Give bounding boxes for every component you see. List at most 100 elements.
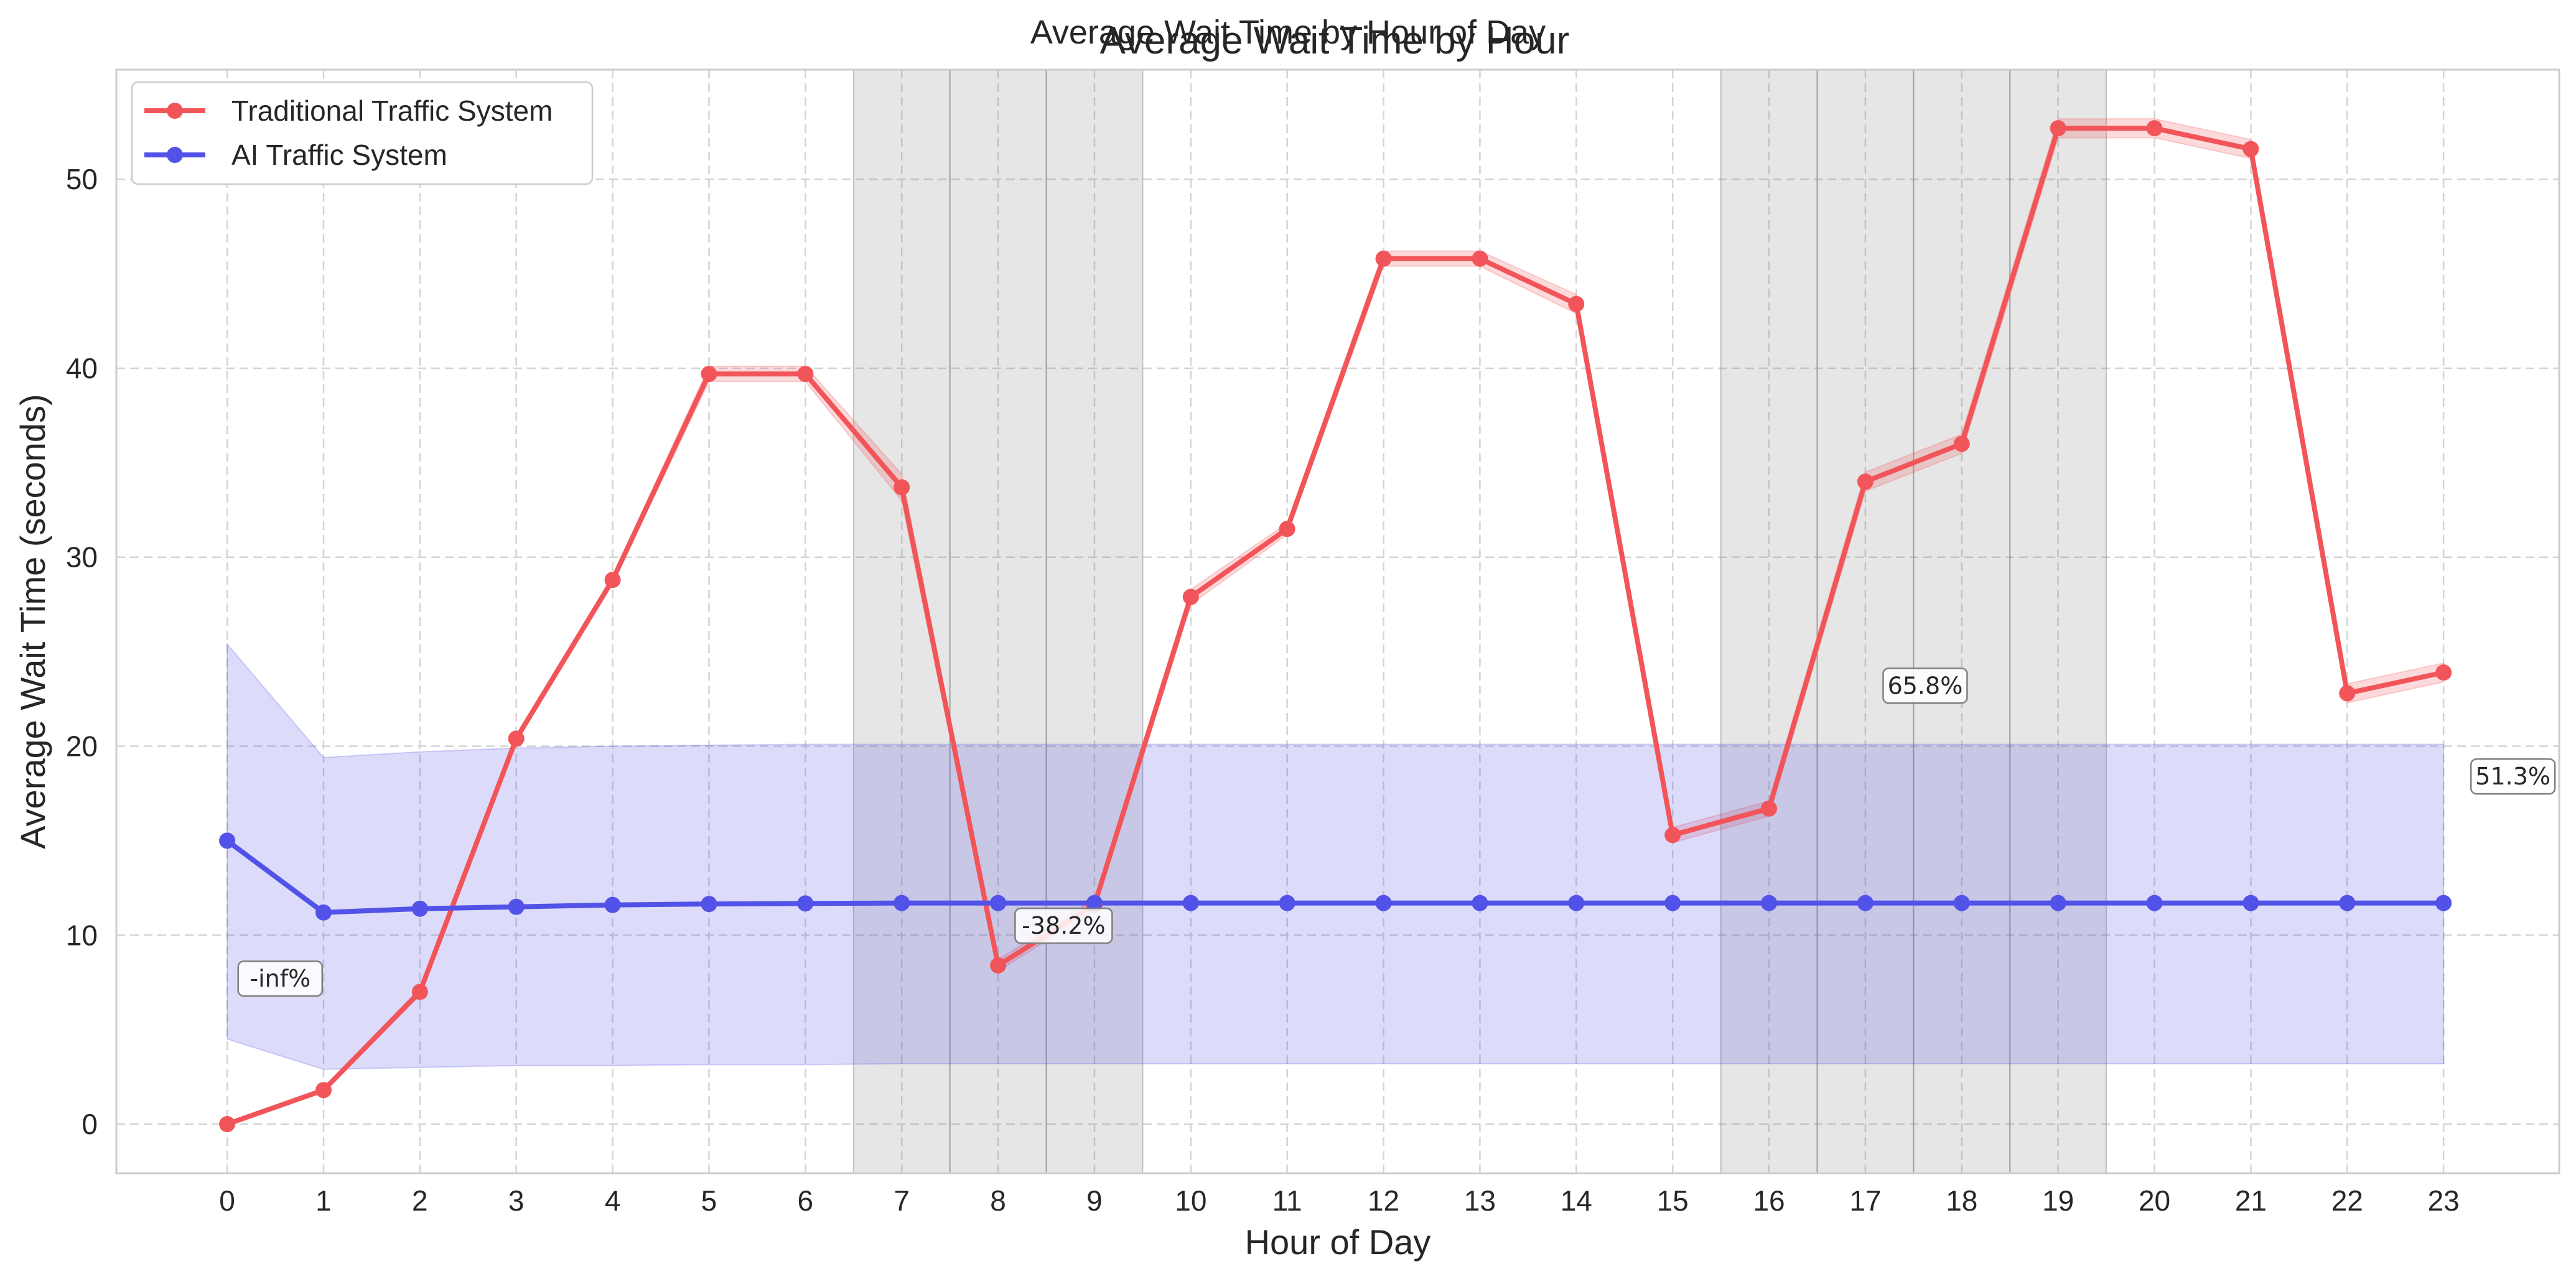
point-traditional — [1568, 295, 1585, 312]
point-traditional — [2435, 664, 2452, 681]
x-tick-label: 23 — [2428, 1184, 2460, 1217]
x-tick-label: 8 — [990, 1184, 1006, 1217]
x-tick-label: 15 — [1657, 1184, 1689, 1217]
point-traditional — [1664, 827, 1681, 844]
point-traditional — [797, 366, 814, 383]
y-tick-label: 0 — [82, 1108, 98, 1140]
point-ai — [990, 895, 1007, 911]
point-ai — [508, 898, 525, 915]
series-lines — [225, 126, 2444, 1127]
x-tick-label: 3 — [508, 1184, 525, 1217]
point-ai — [2146, 895, 2163, 911]
point-ai — [1086, 895, 1103, 911]
legend-item-ai: AI Traffic System — [144, 139, 447, 171]
legend-box — [131, 81, 594, 185]
x-tick-label: 6 — [798, 1184, 814, 1217]
plot-frame — [115, 68, 2560, 1175]
x-tick-label: 9 — [1086, 1184, 1103, 1217]
point-ai — [2242, 895, 2259, 911]
x-tick-label: 18 — [1946, 1184, 1977, 1217]
point-traditional — [508, 730, 525, 747]
annotation-box — [1014, 907, 1113, 944]
annotation-label: -38.2% — [1022, 912, 1105, 939]
point-traditional — [701, 366, 717, 383]
y-tick-label: 40 — [66, 352, 98, 384]
x-tick-label: 22 — [2331, 1184, 2363, 1217]
point-traditional — [411, 984, 428, 1000]
x-tick-label: 17 — [1849, 1184, 1881, 1217]
x-tick-label: 16 — [1753, 1184, 1785, 1217]
annotation-label: -inf% — [250, 965, 310, 992]
y-tick-label: 20 — [66, 730, 98, 762]
figure-suptitle: Average Wait Time by Hour of Day — [1030, 14, 1546, 51]
annotation: 51.3% — [2470, 758, 2556, 795]
point-traditional — [2050, 120, 2066, 137]
series-points — [219, 120, 2452, 1133]
point-traditional — [894, 479, 910, 496]
x-tick-label: 7 — [894, 1184, 910, 1217]
x-axis-label: Hour of Day — [1245, 1222, 1431, 1262]
point-traditional — [1279, 521, 1295, 537]
y-tick-label: 30 — [66, 541, 98, 574]
percent-annotations: -inf% -38.2% 65.8% 51.3% — [237, 668, 2556, 997]
x-tick-label: 5 — [701, 1184, 717, 1217]
line-ai — [225, 839, 2444, 915]
y-tick-label: 50 — [66, 163, 98, 195]
point-traditional — [2146, 120, 2163, 137]
shaded-span — [949, 69, 1047, 1174]
point-traditional — [1761, 800, 1778, 817]
x-tick-label: 1 — [315, 1184, 332, 1217]
x-tick-label: 21 — [2235, 1184, 2267, 1217]
point-ai — [1375, 895, 1392, 911]
annotation-box — [2470, 758, 2556, 795]
point-ai — [701, 896, 717, 913]
point-traditional — [1857, 473, 1874, 490]
point-ai — [1568, 895, 1585, 911]
point-ai — [797, 895, 814, 912]
point-ai — [315, 904, 332, 921]
y-tick-labels: 0 10 20 30 40 50 — [66, 163, 98, 1140]
point-ai — [1279, 895, 1295, 911]
point-ai — [1182, 895, 1199, 911]
point-ai — [604, 896, 621, 913]
x-tick-label: 2 — [412, 1184, 428, 1217]
y-axis-label: Average Wait Time (seconds) — [13, 394, 52, 849]
point-ai — [1664, 895, 1681, 911]
x-tick-label: 4 — [605, 1184, 621, 1217]
x-tick-label: 10 — [1175, 1184, 1206, 1217]
point-ai — [219, 832, 236, 849]
point-traditional — [1182, 588, 1199, 605]
shaded-span — [2009, 69, 2107, 1174]
chart-legend: Traditional Traffic System AI Traffic Sy… — [131, 81, 594, 185]
x-tick-label: 12 — [1368, 1184, 1399, 1217]
x-tick-label: 13 — [1464, 1184, 1496, 1217]
point-traditional — [2339, 685, 2356, 702]
point-traditional — [219, 1116, 236, 1133]
point-ai — [411, 900, 428, 917]
legend-marker-dot — [167, 147, 183, 163]
point-traditional — [990, 957, 1007, 974]
x-tick-label: 11 — [1272, 1184, 1302, 1217]
x-tick-labels: 0 1 2 3 4 5 6 7 8 9 10 11 12 13 14 15 16 17 18 19 20 21 22 23 — [219, 1184, 2459, 1217]
point-ai — [1472, 895, 1488, 911]
point-ai — [1761, 895, 1778, 911]
point-ai — [2435, 895, 2452, 911]
point-traditional — [1472, 250, 1488, 267]
point-ai — [894, 895, 910, 911]
point-ai — [1953, 895, 1970, 911]
point-traditional — [1953, 435, 1970, 452]
band-ai — [226, 642, 2445, 1070]
confidence-bands — [226, 118, 2445, 1125]
annotation-label: 51.3% — [2475, 763, 2550, 790]
shaded-time-spans — [852, 69, 2107, 1174]
point-traditional — [2242, 141, 2259, 157]
shaded-span — [1720, 69, 1818, 1174]
point-ai — [2050, 895, 2066, 911]
annotation: -inf% — [237, 960, 324, 997]
annotation-box — [237, 960, 324, 997]
point-traditional — [315, 1082, 332, 1099]
legend-label-ai: AI Traffic System — [231, 139, 447, 171]
annotation: 65.8% — [1882, 668, 1968, 704]
x-tick-label: 0 — [219, 1184, 235, 1217]
